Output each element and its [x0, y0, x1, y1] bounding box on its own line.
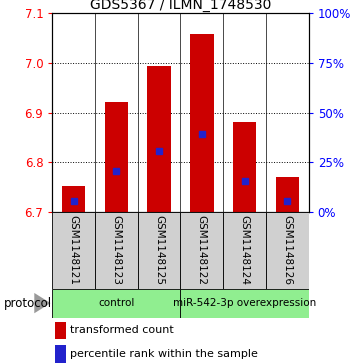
Text: GSM1148126: GSM1148126	[282, 216, 292, 285]
Bar	[223, 212, 266, 289]
Text: miR-542-3p overexpression: miR-542-3p overexpression	[173, 298, 316, 308]
Bar	[180, 212, 223, 289]
Text: GSM1148125: GSM1148125	[154, 216, 164, 285]
Text: control: control	[98, 298, 135, 308]
Bar	[147, 66, 171, 212]
Bar	[105, 102, 128, 212]
Bar	[52, 212, 95, 289]
Bar	[180, 289, 309, 318]
Bar	[95, 212, 138, 289]
Text: GSM1148123: GSM1148123	[112, 216, 121, 285]
Text: percentile rank within the sample: percentile rank within the sample	[70, 349, 258, 359]
Text: transformed count: transformed count	[70, 325, 174, 335]
Text: GSM1148121: GSM1148121	[69, 216, 79, 285]
Bar	[52, 289, 180, 318]
Text: GSM1148122: GSM1148122	[197, 216, 207, 285]
Bar	[55, 322, 66, 339]
Bar	[233, 122, 256, 212]
Bar	[266, 212, 309, 289]
Bar	[55, 345, 66, 363]
Text: protocol: protocol	[4, 297, 52, 310]
Text: GSM1148124: GSM1148124	[240, 216, 249, 285]
Bar	[138, 212, 180, 289]
Title: GDS5367 / ILMN_1748530: GDS5367 / ILMN_1748530	[90, 0, 271, 12]
Bar	[62, 187, 86, 212]
Bar	[190, 34, 214, 212]
Bar	[275, 178, 299, 212]
Polygon shape	[34, 293, 51, 313]
